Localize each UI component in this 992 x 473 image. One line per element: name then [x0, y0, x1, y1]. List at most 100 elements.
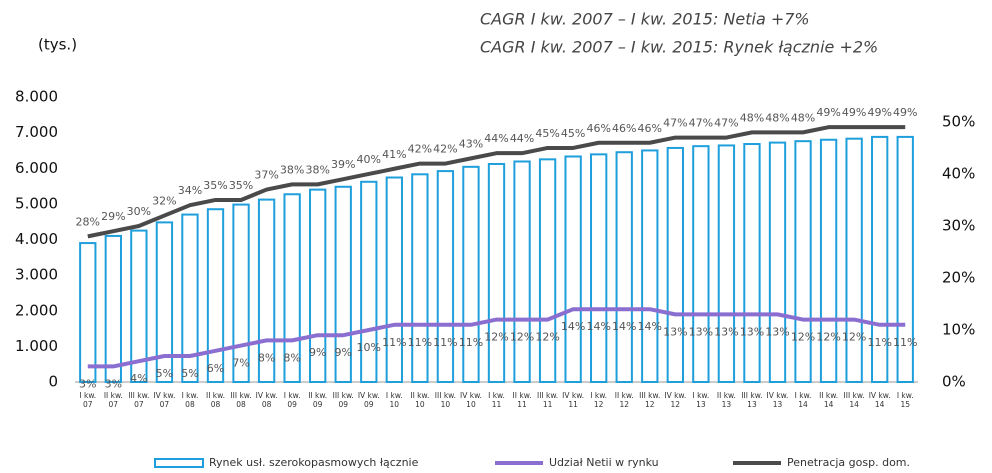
- x-tick-line: III kw.: [333, 391, 354, 400]
- data-label: 37%: [254, 169, 278, 182]
- data-label: 34%: [178, 184, 202, 197]
- bar: [641, 149, 659, 383]
- bar: [411, 173, 429, 383]
- x-tick-label: I kw. 07: [79, 391, 96, 409]
- data-label: 47%: [689, 117, 713, 130]
- bar: [538, 158, 557, 383]
- legend-label: Udział Netii w rynku: [549, 456, 659, 469]
- data-label: 35%: [229, 179, 253, 192]
- x-tick-line: 12: [645, 400, 655, 409]
- x-tick-line: 11: [543, 400, 553, 409]
- bar: [768, 141, 787, 383]
- x-tick-line: III kw.: [741, 391, 762, 400]
- line: [87, 307, 906, 369]
- x-tick-label: II kw. 09: [308, 391, 327, 409]
- x-tick-label: II kw. 10: [410, 391, 429, 409]
- data-label: 49%: [867, 106, 891, 119]
- x-tick-label: II kw. 07: [104, 391, 123, 409]
- x-tick-label: IV kw. 14: [869, 391, 891, 409]
- bar: [564, 155, 582, 383]
- x-tick-line: 08: [262, 400, 272, 409]
- data-label: 13%: [765, 325, 789, 338]
- y-tick-label: 2.000: [15, 301, 58, 319]
- x-tick-line: 07: [134, 400, 144, 409]
- y-tick-label: 4.000: [15, 230, 58, 248]
- x-tick-line: III kw.: [230, 391, 251, 400]
- x-tick-line: 09: [287, 400, 297, 409]
- data-label: 35%: [203, 179, 227, 192]
- x-tick-line: III kw.: [639, 391, 660, 400]
- x-tick-label: III kw. 11: [537, 391, 558, 409]
- x-tick-line: 14: [824, 400, 834, 409]
- x-tick-line: III kw.: [128, 391, 149, 400]
- x-tick-line: II kw.: [206, 391, 225, 400]
- x-tick-line: II kw.: [308, 391, 327, 400]
- data-label: 28%: [76, 215, 100, 228]
- x-tick-line: 12: [594, 400, 604, 409]
- bar: [692, 145, 710, 383]
- x-tick-line: II kw.: [513, 391, 532, 400]
- x-tick-line: 09: [313, 400, 323, 409]
- x-tick-label: IV kw. 13: [767, 391, 789, 409]
- data-label: 46%: [638, 122, 662, 135]
- x-tick-line: II kw.: [819, 391, 838, 400]
- y2-tick-label: 10%: [942, 320, 975, 338]
- x-tick-line: I kw.: [692, 391, 709, 400]
- data-label: 14%: [612, 320, 636, 333]
- x-tick-label: I kw. 08: [182, 391, 199, 409]
- x-tick-label: II kw. 08: [206, 391, 225, 409]
- x-tick-label: IV kw. 07: [153, 391, 175, 409]
- x-tick-line: IV kw.: [767, 391, 789, 400]
- x-tick-line: 15: [900, 400, 910, 409]
- bar: [871, 135, 889, 383]
- x-tick-line: I kw.: [488, 391, 505, 400]
- y-tick-label: 7.000: [15, 123, 58, 141]
- x-tick-label: III kw. 07: [128, 391, 149, 409]
- bar: [666, 146, 684, 383]
- bar: [436, 170, 455, 383]
- data-label: 49%: [816, 106, 840, 119]
- data-label: 45%: [535, 127, 559, 140]
- x-tick-line: IV kw.: [664, 391, 686, 400]
- y-tick-label: 6.000: [15, 159, 58, 177]
- legend-label: Rynek usł. szerokopasmowych łącznie: [209, 456, 419, 469]
- data-label: 11%: [408, 336, 432, 349]
- data-label: 13%: [663, 325, 687, 338]
- bar: [385, 176, 403, 383]
- data-label: 44%: [510, 132, 534, 145]
- bar: [845, 137, 863, 383]
- y2-tick-label: 0%: [942, 373, 966, 391]
- bar: [717, 144, 736, 383]
- x-tick-label: III kw. 12: [639, 391, 660, 409]
- data-label: 13%: [714, 325, 738, 338]
- x-tick-label: II kw. 13: [717, 391, 736, 409]
- x-tick-line: I kw.: [284, 391, 301, 400]
- x-tick-line: 11: [517, 400, 527, 409]
- data-label: 32%: [152, 195, 176, 208]
- bar: [590, 153, 608, 383]
- bar: [232, 203, 250, 383]
- data-label: 49%: [893, 106, 917, 119]
- y2-tick-label: 20%: [942, 268, 975, 286]
- data-label: 8%: [283, 351, 300, 364]
- x-tick-line: I kw.: [897, 391, 914, 400]
- data-label: 3%: [79, 377, 96, 390]
- x-tick-line: III kw.: [435, 391, 456, 400]
- data-label: 47%: [663, 117, 687, 130]
- x-tick-line: 12: [671, 400, 681, 409]
- data-label: 12%: [510, 331, 534, 344]
- x-tick-label: II kw. 11: [513, 391, 532, 409]
- x-tick-line: IV kw.: [153, 391, 175, 400]
- y2-tick-label: 30%: [942, 216, 975, 234]
- data-label: 12%: [816, 331, 840, 344]
- data-label: 11%: [382, 336, 406, 349]
- x-tick-line: II kw.: [104, 391, 123, 400]
- legend-label: Penetracja gosp. dom.: [787, 456, 910, 469]
- x-tick-line: 08: [236, 400, 246, 409]
- data-label: 8%: [258, 351, 275, 364]
- bar: [513, 160, 531, 383]
- x-tick-line: 10: [415, 400, 425, 409]
- data-label: 38%: [280, 163, 304, 176]
- data-label: 29%: [101, 210, 125, 223]
- x-tick-label: III kw. 10: [435, 391, 456, 409]
